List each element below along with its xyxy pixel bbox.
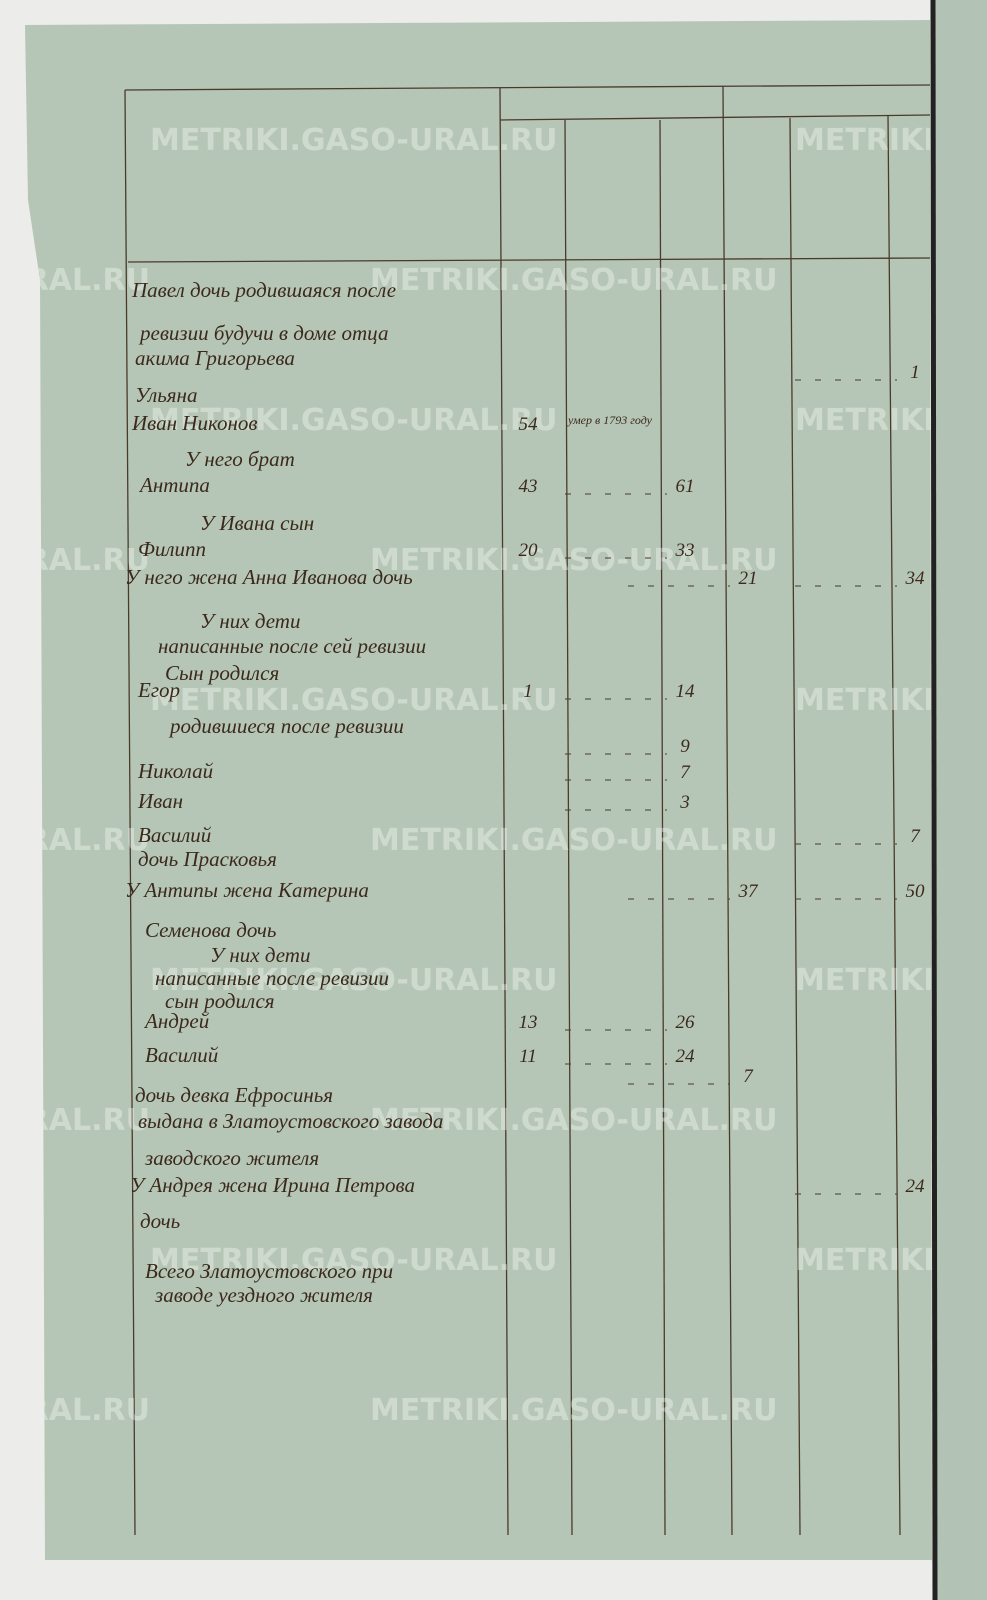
- entry-text: Павел дочь родившаяся после: [131, 278, 396, 302]
- column-value: 1: [523, 681, 533, 702]
- watermarks: METRIKI.GASO-URAL.RU METRIKI.GASO-URAL.RU…: [0, 123, 987, 1428]
- entry-text: родившиеся после ревизии: [168, 714, 404, 738]
- column-value: 21: [739, 568, 758, 589]
- entry-text: дочь: [140, 1209, 180, 1233]
- entry-text: Василий: [145, 1043, 219, 1067]
- watermark: METRIKI.GASO-URAL.RU: [150, 683, 558, 718]
- entry-text: Иван: [137, 789, 183, 813]
- column-value: 61: [676, 476, 695, 497]
- rule: [124, 84, 931, 91]
- rule: [659, 119, 666, 1536]
- rule: [722, 85, 733, 1536]
- facing-page: [935, 0, 987, 1600]
- column-value: 11: [519, 1046, 537, 1067]
- column-value: 9: [680, 736, 690, 757]
- column-value: 20: [519, 540, 539, 561]
- entry-text: Филипп: [138, 537, 206, 561]
- entry-text: акима Григорьева: [135, 346, 295, 370]
- watermark: METRIKI.GASO-URAL.RU: [0, 263, 150, 298]
- entry-text: дочь Прасковья: [138, 847, 277, 871]
- column-value: 34: [905, 568, 926, 589]
- entry-text: У Ивана сын: [200, 511, 314, 535]
- entry-text: Ульяна: [135, 383, 197, 407]
- watermark: METRIKI.GASO-URAL.RU: [150, 1243, 558, 1278]
- watermark: METRIKI.GASO-URAL.RU: [370, 1103, 778, 1138]
- rule: [499, 87, 509, 1536]
- binding: [930, 0, 938, 1600]
- entry-text: Василий: [138, 823, 212, 847]
- watermark: METRIKI.GASO-URAL.RU: [795, 683, 987, 718]
- entry-text: У них дети: [200, 609, 300, 633]
- entry-text: У него жена Анна Иванова дочь: [125, 565, 413, 589]
- watermark: METRIKI.GASO-URAL.RU: [150, 963, 558, 998]
- entry-text: Сын родился: [165, 661, 279, 685]
- column-value: 13: [519, 1012, 538, 1033]
- entry-text: Николай: [137, 759, 214, 783]
- watermark: METRIKI.GASO-URAL.RU: [0, 1393, 150, 1428]
- rule: [789, 117, 801, 1536]
- watermark: METRIKI.GASO-URAL.RU: [0, 543, 150, 578]
- entry-text: сын родился: [165, 989, 275, 1013]
- watermark: METRIKI.GASO-URAL.RU: [795, 403, 987, 438]
- page-sheet: [25, 20, 932, 1560]
- entry-text: заводского жителя: [144, 1146, 319, 1170]
- watermark: METRIKI.GASO-URAL.RU: [795, 1243, 987, 1278]
- rule: [127, 257, 931, 263]
- watermark: METRIKI.GASO-URAL.RU: [0, 823, 150, 858]
- rule: [887, 114, 901, 1536]
- column-value: 7: [910, 826, 921, 847]
- watermark: METRIKI.GASO-URAL.RU: [370, 543, 778, 578]
- rule: [564, 119, 573, 1536]
- entry-text: У них дети: [210, 943, 310, 967]
- column-value: 37: [738, 881, 760, 902]
- entry-text: ревизии будучи в доме отца: [138, 321, 388, 345]
- column-value: 3: [679, 792, 690, 813]
- entry-text: заводе уездного жителя: [154, 1283, 373, 1307]
- entry-text: Семенова дочь: [145, 918, 276, 942]
- column-value: 54: [519, 414, 539, 435]
- watermark: METRIKI.GASO-URAL.RU: [370, 1393, 778, 1428]
- entry-text: написанные после сей ревизии: [158, 634, 426, 658]
- entry-text: написанные после ревизии: [155, 966, 389, 990]
- entry-text: У Андрея жена Ирина Петрова: [130, 1173, 415, 1197]
- column-value: 24: [676, 1046, 696, 1067]
- column-value: 1: [910, 362, 920, 383]
- column-value: 26: [676, 1012, 696, 1033]
- watermark: METRIKI.GASO-URAL.RU: [795, 963, 987, 998]
- rule: [124, 89, 136, 1536]
- table-rules: [124, 84, 931, 1536]
- entry-text: Егор: [137, 678, 180, 702]
- entry-text: выдана в Златоустовского завода: [138, 1109, 443, 1133]
- entry-text: Антипа: [138, 473, 210, 497]
- entry-text: Андрей: [143, 1009, 210, 1033]
- column-value: 7: [680, 762, 691, 783]
- column-value: 50: [906, 881, 926, 902]
- entry-text: У Антипы жена Катерина: [125, 878, 369, 902]
- watermark: METRIKI.GASO-URAL.RU: [370, 263, 778, 298]
- watermark: METRIKI.GASO-URAL.RU: [0, 1103, 150, 1138]
- entries: Павел дочь родившаяся после ревизии будуч…: [125, 278, 925, 1307]
- entry-text: У него брат: [185, 447, 295, 471]
- entry-text: Всего Златоустовского при: [145, 1259, 393, 1283]
- column-value: 14: [676, 681, 696, 702]
- column-value: 33: [675, 540, 695, 561]
- entry-text: дочь девка Ефросинья: [135, 1083, 333, 1107]
- column-value: 43: [519, 476, 538, 497]
- watermark: METRIKI.GASO-URAL.RU: [795, 123, 987, 158]
- watermark: METRIKI.GASO-URAL.RU: [150, 403, 558, 438]
- column-value: 7: [743, 1066, 754, 1087]
- column-value: 24: [906, 1176, 926, 1197]
- rule: [499, 114, 931, 121]
- watermark: METRIKI.GASO-URAL.RU: [150, 123, 558, 158]
- entry-text: Иван Никонов: [131, 411, 258, 435]
- watermark: METRIKI.GASO-URAL.RU: [370, 823, 778, 858]
- margin-note: умер в 1793 году: [567, 413, 653, 427]
